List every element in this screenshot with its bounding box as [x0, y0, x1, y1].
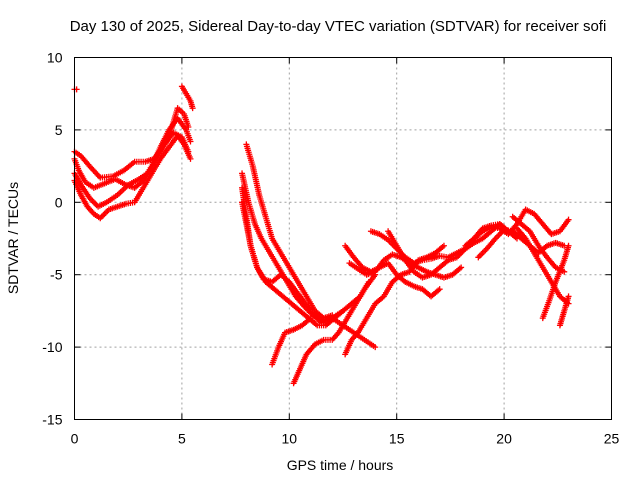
- data-point: [565, 242, 572, 249]
- x-tick-label: 20: [496, 431, 512, 447]
- series-s6: [178, 83, 196, 112]
- y-tick-label: 0: [55, 194, 63, 210]
- y-tick-labels: 10 5 0 -5 -10 -15: [42, 50, 62, 428]
- x-tick-label: 10: [282, 431, 298, 447]
- data-point: [479, 249, 486, 256]
- data-point: [187, 155, 194, 162]
- data-point: [481, 248, 488, 255]
- series-s22: [539, 242, 572, 322]
- x-axis-label: GPS time / hours: [287, 457, 394, 473]
- data-point: [476, 252, 483, 259]
- data-point: [187, 138, 194, 145]
- data-point: [495, 232, 502, 239]
- data-point: [307, 315, 314, 322]
- data-point: [565, 216, 572, 223]
- y-tick-label: 5: [55, 122, 63, 138]
- y-tick-label: -10: [42, 339, 62, 355]
- data-point: [101, 210, 108, 217]
- data-point: [478, 251, 485, 258]
- y-tick-label: -5: [50, 267, 63, 283]
- series-s4: [71, 129, 192, 210]
- data-points: [71, 83, 572, 387]
- y-tick-label: -15: [42, 412, 62, 428]
- y-tick-label: 10: [47, 50, 63, 66]
- x-tick-label: 5: [178, 431, 186, 447]
- data-point: [372, 344, 379, 351]
- data-point: [98, 213, 105, 220]
- y-axis-label: SDTVAR / TECUs: [5, 182, 21, 294]
- data-point: [90, 199, 97, 206]
- data-point: [189, 105, 196, 112]
- series-s1: [71, 86, 80, 93]
- series-s23: [556, 293, 572, 329]
- x-tick-label: 25: [604, 431, 620, 447]
- data-point: [475, 254, 482, 261]
- data-point: [440, 242, 447, 249]
- data-point: [436, 286, 443, 293]
- x-tick-label: 0: [71, 431, 79, 447]
- x-tick-label: 15: [389, 431, 405, 447]
- grid-lines: [74, 57, 612, 420]
- series-s5: [71, 132, 194, 222]
- data-point: [561, 268, 568, 275]
- series-s11: [269, 315, 314, 368]
- data-point: [103, 209, 110, 216]
- data-point: [565, 293, 572, 300]
- series-s12: [290, 271, 379, 387]
- plot-frame: [74, 57, 612, 420]
- x-tick-labels: 0 5 10 15 20 25: [71, 431, 620, 447]
- series-s3: [71, 115, 194, 191]
- chart-title: Day 130 of 2025, Sidereal Day-to-day VTE…: [70, 18, 607, 35]
- data-point: [89, 197, 96, 204]
- data-point: [458, 264, 465, 271]
